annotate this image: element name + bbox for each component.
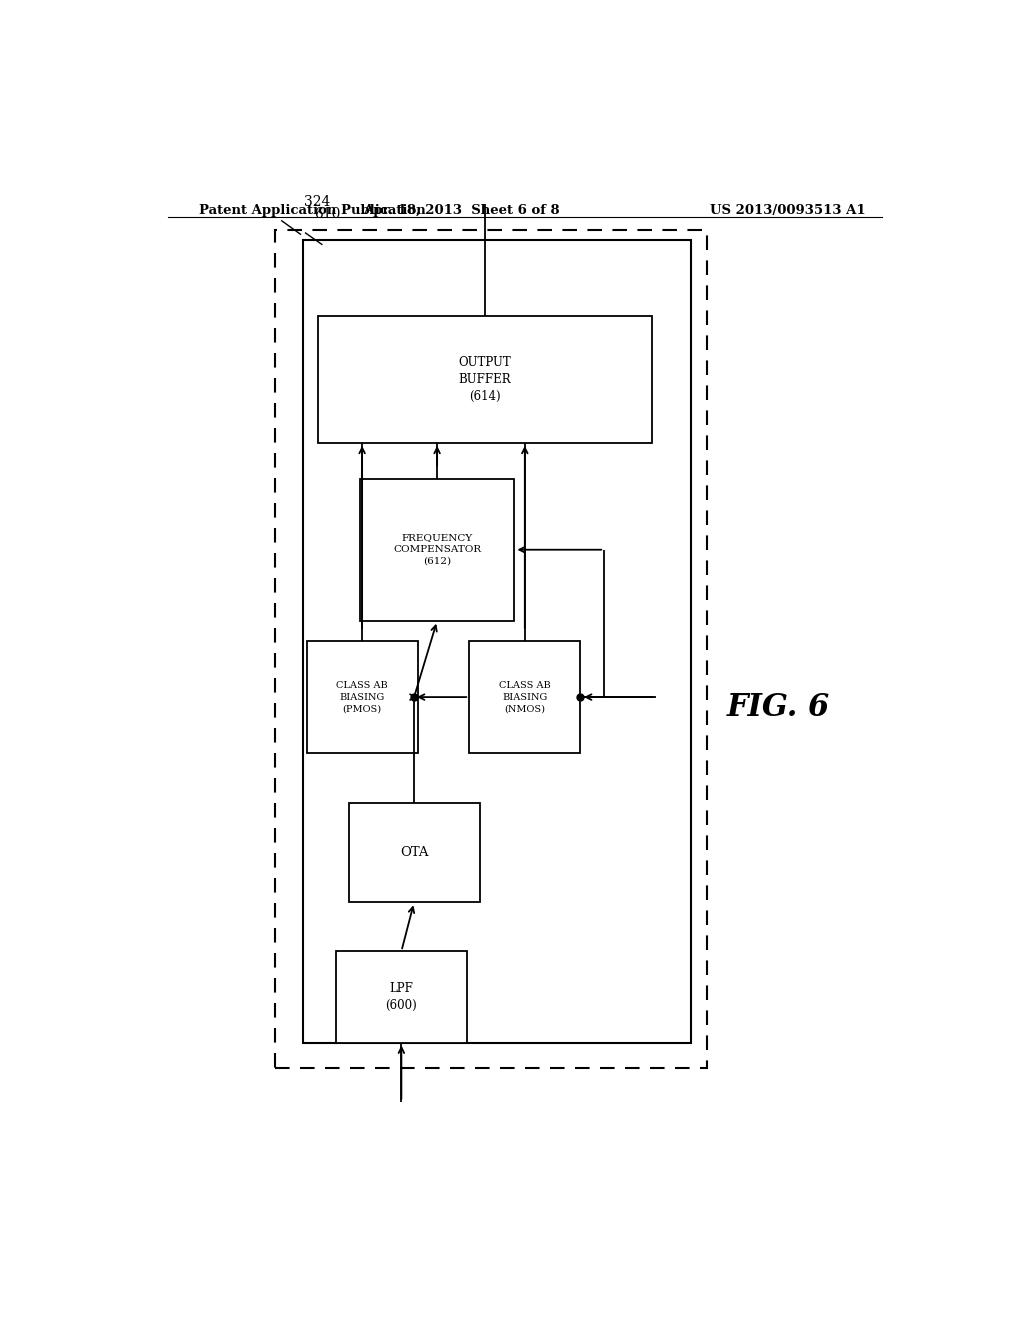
Text: OTA: OTA xyxy=(399,846,428,859)
Text: CLASS AB
BIASING
(PMOS): CLASS AB BIASING (PMOS) xyxy=(336,681,388,713)
Text: Patent Application Publication: Patent Application Publication xyxy=(200,205,426,216)
FancyBboxPatch shape xyxy=(359,479,514,620)
Text: LPF
(600): LPF (600) xyxy=(385,982,417,1012)
FancyBboxPatch shape xyxy=(274,230,708,1068)
Text: US 2013/0093513 A1: US 2013/0093513 A1 xyxy=(711,205,866,216)
Text: Apr. 18, 2013  Sheet 6 of 8: Apr. 18, 2013 Sheet 6 of 8 xyxy=(362,205,560,216)
FancyBboxPatch shape xyxy=(348,803,479,903)
Text: FREQUENCY
COMPENSATOR
(612): FREQUENCY COMPENSATOR (612) xyxy=(393,533,481,566)
Text: 610: 610 xyxy=(314,207,341,222)
FancyBboxPatch shape xyxy=(318,315,651,444)
Text: OUTPUT
BUFFER
(614): OUTPUT BUFFER (614) xyxy=(459,356,512,403)
Text: 324: 324 xyxy=(304,195,331,210)
Text: FIG. 6: FIG. 6 xyxy=(727,692,830,723)
FancyBboxPatch shape xyxy=(469,642,581,752)
Text: CLASS AB
BIASING
(NMOS): CLASS AB BIASING (NMOS) xyxy=(499,681,551,713)
FancyBboxPatch shape xyxy=(303,240,691,1043)
FancyBboxPatch shape xyxy=(336,952,467,1043)
FancyBboxPatch shape xyxy=(306,642,418,752)
